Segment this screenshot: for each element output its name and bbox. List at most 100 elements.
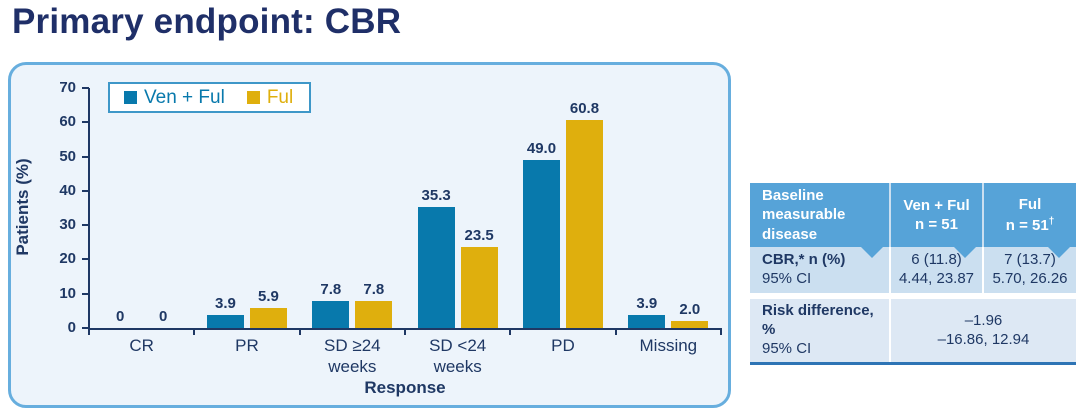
bar-value-label: 5.9: [258, 287, 279, 305]
y-tick-mark: [82, 327, 89, 329]
bar: [249, 307, 287, 328]
bar-value-label: 3.9: [636, 294, 658, 312]
bar-with-label: 0: [102, 308, 139, 328]
y-tick-mark: [82, 121, 89, 124]
y-tick-mark: [82, 258, 89, 261]
x-tick-mark: [404, 328, 406, 335]
bar: [206, 314, 244, 328]
x-category-label: PR: [235, 336, 259, 355]
legend-label: Ven + Ful: [144, 86, 225, 108]
row-label-line: 95% CI: [762, 339, 812, 357]
bar: [460, 247, 498, 328]
y-tick-label: 70: [59, 79, 76, 96]
cell-line: 5.70, 26.26: [992, 270, 1068, 287]
cell-line: –1.96: [964, 311, 1003, 329]
x-tick-mark: [720, 328, 722, 335]
bar-with-label: 3.9: [628, 294, 666, 328]
chart-legend: Ven + Ful Ful: [108, 82, 312, 113]
cell-line: –16.86, 12.94: [937, 330, 1030, 348]
x-category-label: Missing: [639, 336, 698, 355]
bar-value-label: 60.8: [569, 99, 600, 117]
header-text: Ful: [1018, 196, 1042, 213]
bar: [355, 301, 393, 328]
bar-value-label: 23.5: [464, 227, 494, 245]
y-tick-label: 60: [59, 113, 76, 131]
bar-with-label: 23.5: [460, 227, 498, 328]
bar-value-label: 2.0: [679, 301, 701, 319]
y-tick-label: 10: [59, 284, 76, 302]
results-table: Baseline measurable disease Ven + Ful n …: [750, 183, 1076, 365]
header-notch: [1048, 247, 1070, 258]
bar-value-label: 49.0: [526, 140, 557, 157]
header-line: n = 51†: [984, 215, 1076, 236]
bar: [671, 321, 709, 328]
bar-group: 3.9 2.0: [616, 88, 721, 328]
x-tick-mark: [193, 328, 196, 335]
cell-line: 7 (13.7): [1004, 251, 1056, 269]
bar: [522, 160, 560, 328]
bar-value-label: 35.3: [421, 186, 451, 204]
y-axis-line: [88, 88, 90, 330]
table-row-risk-difference: Risk difference, % 95% CI –1.96 –16.86, …: [750, 299, 1076, 365]
bar-with-label: 0: [145, 308, 182, 328]
table-header-baseline: Baseline measurable disease: [750, 183, 889, 258]
legend-swatch: [246, 91, 260, 104]
x-tick-mark: [88, 328, 90, 335]
row-label-line: CBR,* n (%): [762, 251, 846, 269]
legend-item-ful: Ful: [246, 87, 293, 109]
bar-value-label: 7.8: [363, 281, 385, 299]
x-axis-title: Response: [364, 378, 446, 397]
y-tick-label: 50: [59, 147, 76, 165]
y-tick-label: 40: [59, 181, 76, 199]
bar: [417, 206, 455, 328]
bar-group: 49.0 60.8: [510, 88, 615, 328]
cell-cbr-venful: 6 (11.8) 4.44, 23.87: [889, 247, 982, 293]
x-tick-mark: [509, 328, 512, 335]
y-tick-label: 0: [67, 319, 76, 336]
table-header-ful: Ful n = 51†: [982, 183, 1076, 258]
bar-group: 3.9 5.9: [194, 88, 299, 328]
y-tick-mark: [82, 189, 89, 192]
cell-line: 6 (11.8): [911, 251, 962, 269]
bar-with-label: 60.8: [565, 99, 603, 328]
bar-with-label: 5.9: [249, 287, 287, 328]
bar-value-label: 0: [158, 308, 168, 325]
cell-line: 4.44, 23.87: [898, 270, 975, 287]
y-tick-mark: [82, 292, 89, 295]
bar-value-label: 3.9: [215, 294, 236, 312]
row-label-line: Risk difference, %: [762, 302, 874, 339]
x-category-label: CR: [129, 336, 154, 355]
legend-item-venful: Ven + Ful: [124, 87, 225, 109]
row-label-cbr: CBR,* n (%) 95% CI: [750, 247, 889, 293]
bar-group: 35.3 23.5: [405, 88, 510, 328]
bar-with-label: 7.8: [312, 281, 350, 328]
bar-group: 7.8 7.8: [300, 88, 405, 328]
bar-value-label: 7.8: [320, 281, 342, 299]
bar-with-label: 7.8: [355, 281, 393, 328]
bar-with-label: 49.0: [522, 140, 560, 328]
cell-cbr-ful: 7 (13.7) 5.70, 26.26: [982, 247, 1076, 293]
bar-value-label: 0: [115, 308, 125, 325]
x-category-label: SD ≥24 weeks: [324, 336, 381, 376]
y-tick-mark: [82, 224, 89, 227]
chart-panel: Patients (%) 0 10 20 30 40 50 60 70 0 0 CR 3.9 5.9 PR…: [8, 62, 731, 408]
page-title: Primary endpoint: CBR: [12, 2, 402, 41]
header-line: Ful: [984, 195, 1076, 215]
header-text: n = 51: [1005, 216, 1049, 234]
table-header-row: Baseline measurable disease Ven + Ful n …: [750, 183, 1076, 258]
bar-with-label: 3.9: [206, 294, 244, 328]
row-label-risk-difference: Risk difference, % 95% CI: [750, 299, 889, 362]
header-line: n = 51: [915, 216, 958, 233]
x-category-label: PD: [551, 336, 575, 355]
table-row-cbr: CBR,* n (%) 95% CI 6 (11.8) 4.44, 23.87 …: [750, 247, 1076, 293]
row-label-line: 95% CI: [762, 270, 812, 287]
header-line: Ven + Ful: [903, 196, 970, 214]
x-tick-mark: [298, 328, 301, 335]
header-notch: [861, 247, 883, 258]
bar: [565, 119, 603, 328]
bar: [312, 301, 350, 328]
x-tick-mark: [614, 328, 617, 335]
x-category-label: SD <24 weeks: [429, 336, 487, 376]
